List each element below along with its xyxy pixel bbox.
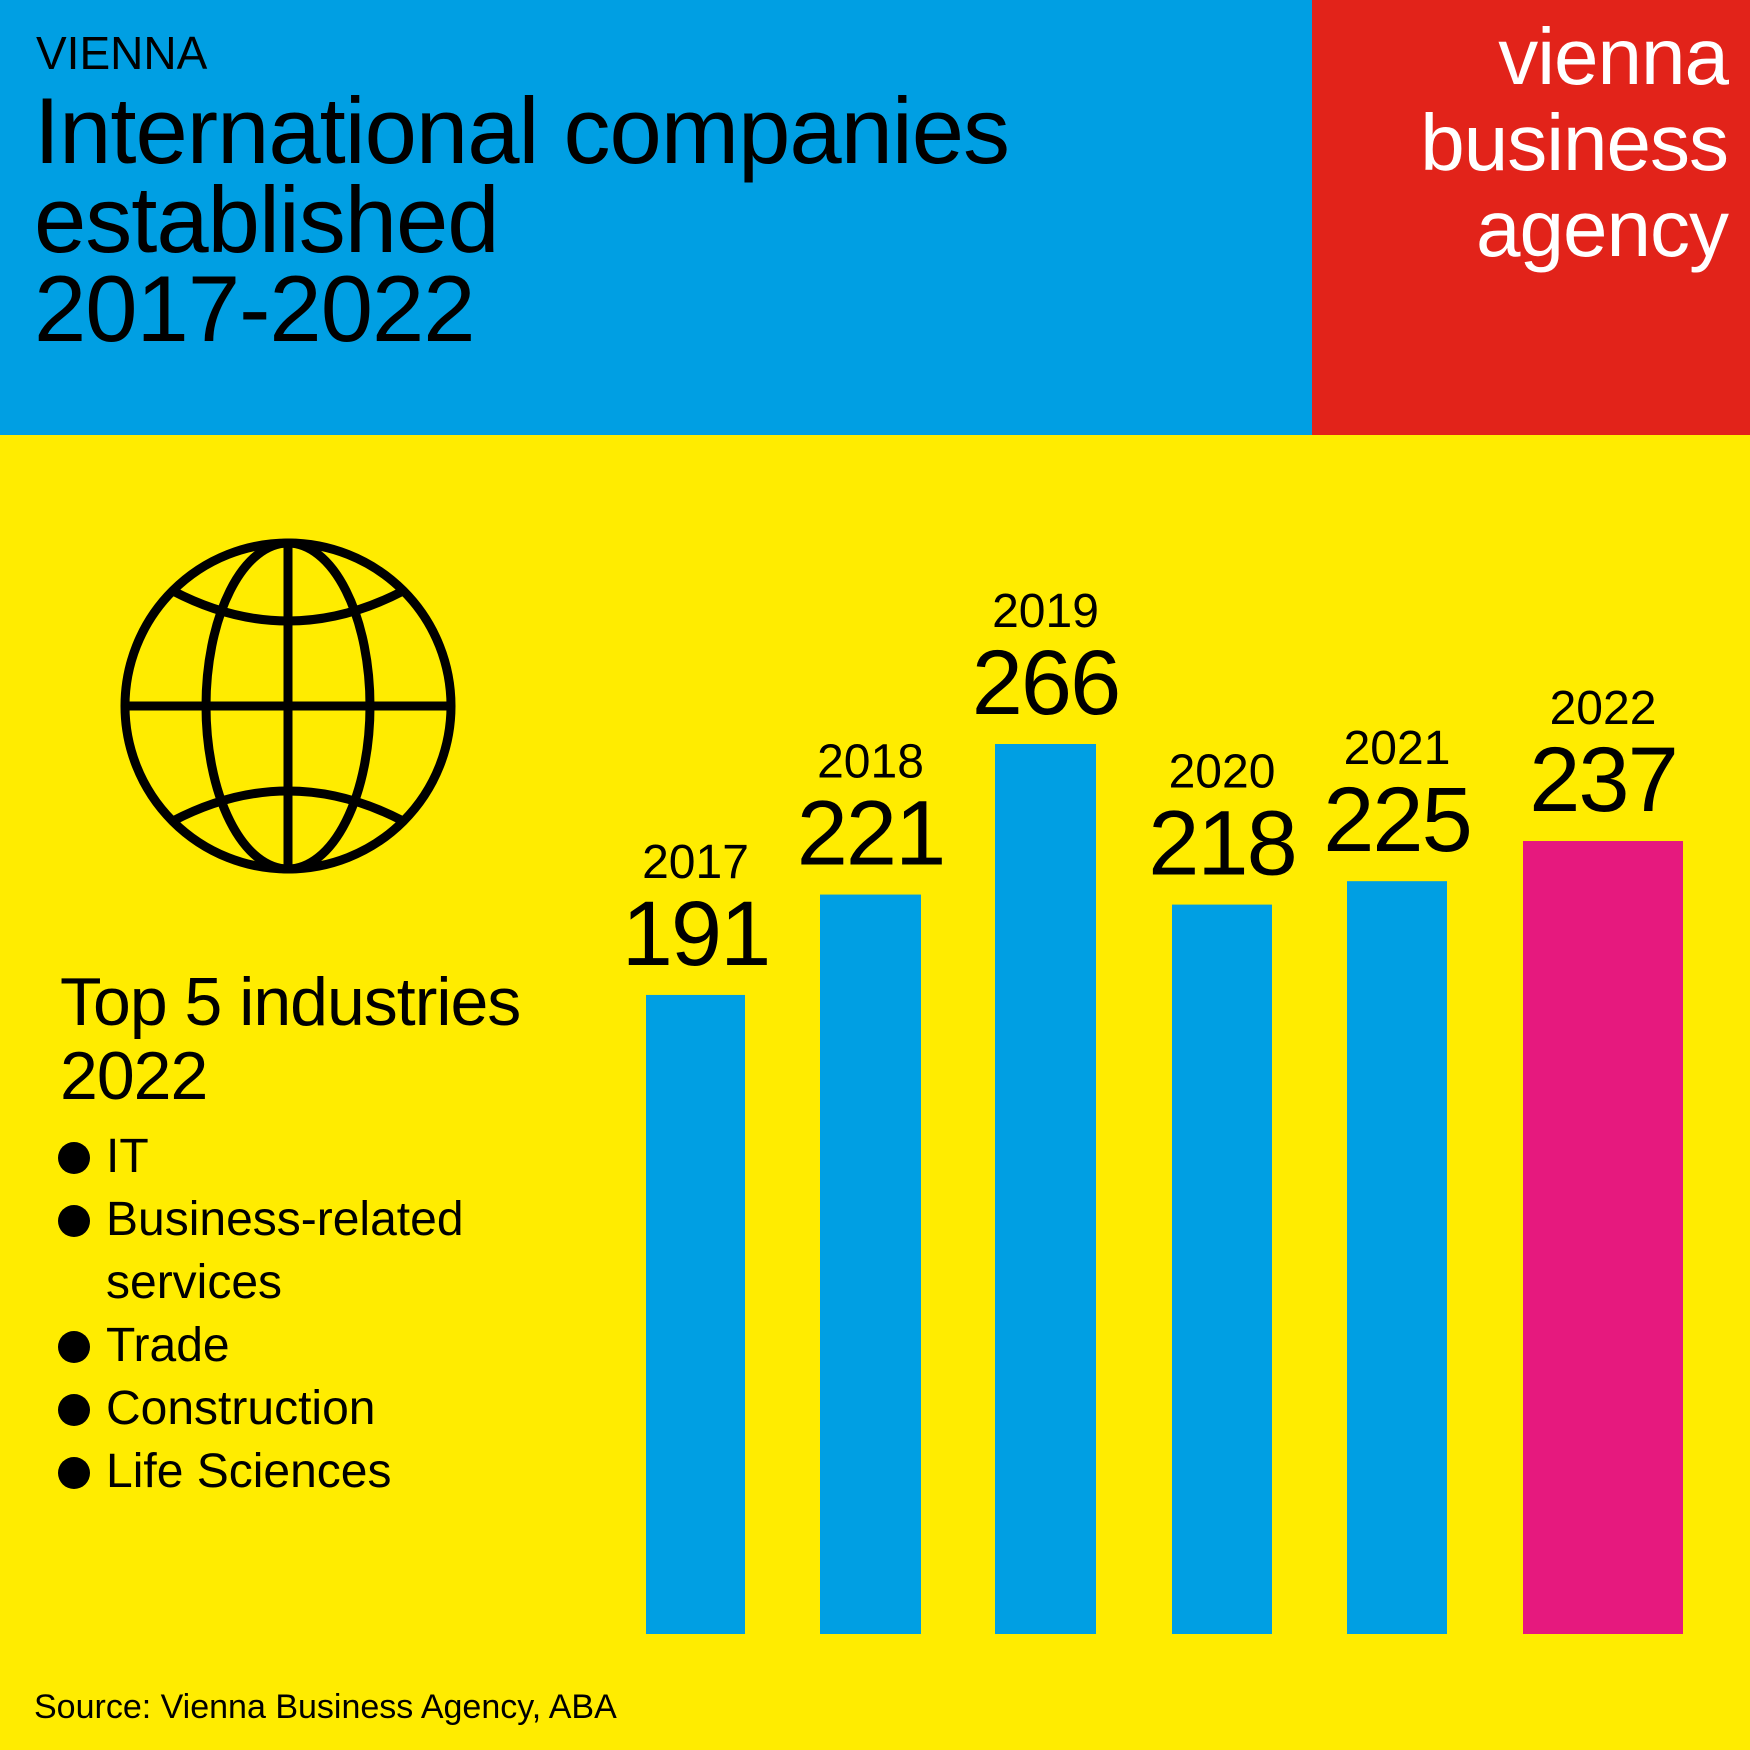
bar-2020 xyxy=(1172,904,1272,1634)
value-label: 266 xyxy=(972,632,1120,734)
logo-line: business xyxy=(1420,98,1729,187)
industries-list: IT Business-related services Trade Const… xyxy=(58,1125,536,1503)
year-label: 2019 xyxy=(992,585,1099,638)
bar-2018 xyxy=(820,894,921,1634)
value-label: 218 xyxy=(1148,793,1296,895)
bar-2021 xyxy=(1347,881,1447,1634)
list-item: Trade xyxy=(58,1314,536,1377)
logo-line: agency xyxy=(1476,184,1729,273)
logo-line: vienna xyxy=(1498,12,1729,101)
logo-panel: vienna business agency xyxy=(1312,0,1750,435)
list-item: IT xyxy=(58,1125,536,1188)
bar-2019 xyxy=(995,744,1096,1634)
year-label: 2017 xyxy=(642,836,749,889)
title-line: International companies xyxy=(34,78,1010,183)
bar-2022 xyxy=(1523,841,1683,1634)
year-label: 2022 xyxy=(1550,682,1657,735)
globe-icon xyxy=(120,538,456,874)
list-item: Life Sciences xyxy=(58,1440,536,1503)
value-label: 225 xyxy=(1323,769,1471,871)
year-label: 2021 xyxy=(1344,722,1451,775)
kicker: VIENNA xyxy=(36,27,208,79)
bar-2017 xyxy=(646,994,745,1634)
agency-logo: vienna business agency xyxy=(1420,12,1729,273)
industries-title-line: Top 5 industries xyxy=(60,964,521,1040)
title-line: 2017-2022 xyxy=(34,256,476,361)
title-line: established xyxy=(34,167,500,272)
year-label: 2018 xyxy=(817,736,924,789)
source-note: Source: Vienna Business Agency, ABA xyxy=(34,1688,617,1726)
industries-title-line: 2022 xyxy=(60,1038,208,1114)
industries-title: Top 5 industries 2022 xyxy=(60,964,521,1114)
header-panel xyxy=(0,0,1312,435)
value-label: 221 xyxy=(797,783,945,885)
year-label: 2020 xyxy=(1169,746,1276,799)
list-item: Construction xyxy=(58,1377,536,1440)
page-title: International companies established 2017… xyxy=(34,78,1010,361)
value-label: 191 xyxy=(622,883,770,985)
value-label: 237 xyxy=(1529,729,1677,831)
list-item: Business-related services xyxy=(58,1188,536,1314)
